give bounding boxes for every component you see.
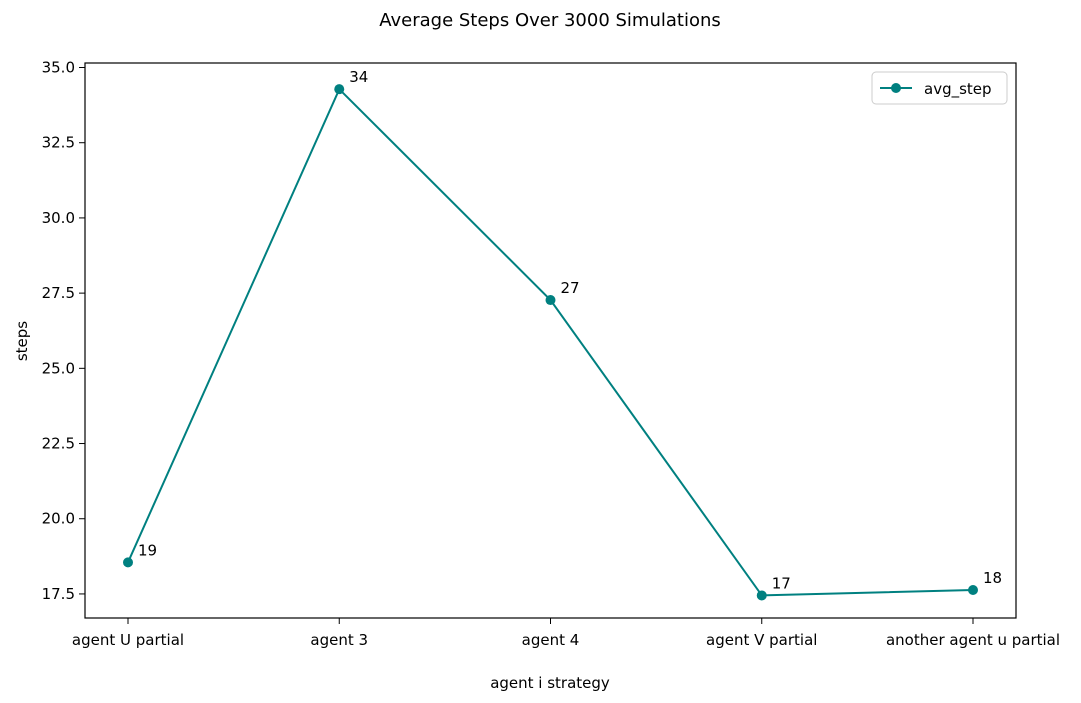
x-tick-label: another agent u partial	[886, 631, 1060, 649]
y-tick-label: 30.0	[42, 209, 75, 227]
series-line-avg_step	[127, 87, 974, 597]
y-tick-label: 25.0	[42, 359, 75, 377]
legend-marker-swatch	[891, 83, 901, 93]
plot-area: 17.5 20.0 22.5 25.0 27.5 30.0 32.5 35.0 agent U…	[42, 59, 1060, 649]
x-tick-label: agent V partial	[706, 631, 817, 649]
x-axis-label: agent i strategy	[490, 674, 610, 692]
legend: avg_step	[871, 71, 1008, 105]
y-axis-label: steps	[13, 321, 31, 361]
x-tick-label: agent 4	[522, 631, 580, 649]
data-label: 17	[772, 574, 791, 592]
plot-frame	[84, 62, 1017, 619]
legend-box	[871, 71, 1008, 105]
data-label: 18	[983, 569, 1002, 587]
series-layer: 19 34 27 17 18	[123, 68, 1002, 601]
y-tick-label: 35.0	[42, 59, 75, 77]
data-point	[123, 557, 133, 568]
x-tick-label: agent 3	[310, 631, 368, 649]
data-point	[756, 590, 767, 601]
data-label: 19	[138, 541, 157, 559]
data-label: 27	[561, 279, 580, 297]
y-axis-ticks: 17.5 20.0 22.5 25.0 27.5 30.0 32.5 35.0	[42, 59, 85, 603]
data-point	[545, 295, 556, 306]
data-point	[334, 84, 345, 95]
y-tick-label: 27.5	[42, 284, 75, 302]
legend-entry-avg-step: avg_step	[924, 80, 992, 99]
y-tick-label: 32.5	[42, 134, 75, 152]
x-tick-label: agent U partial	[72, 631, 184, 649]
x-axis-ticks: agent U partial agent 3 agent 4 agent V par…	[72, 618, 1060, 649]
data-point	[968, 585, 978, 596]
y-tick-label: 20.0	[42, 510, 75, 528]
y-tick-label: 17.5	[42, 585, 75, 603]
y-tick-label: 22.5	[42, 435, 75, 453]
chart-title: Average Steps Over 3000 Simulations	[379, 10, 721, 31]
data-label: 34	[349, 68, 368, 86]
